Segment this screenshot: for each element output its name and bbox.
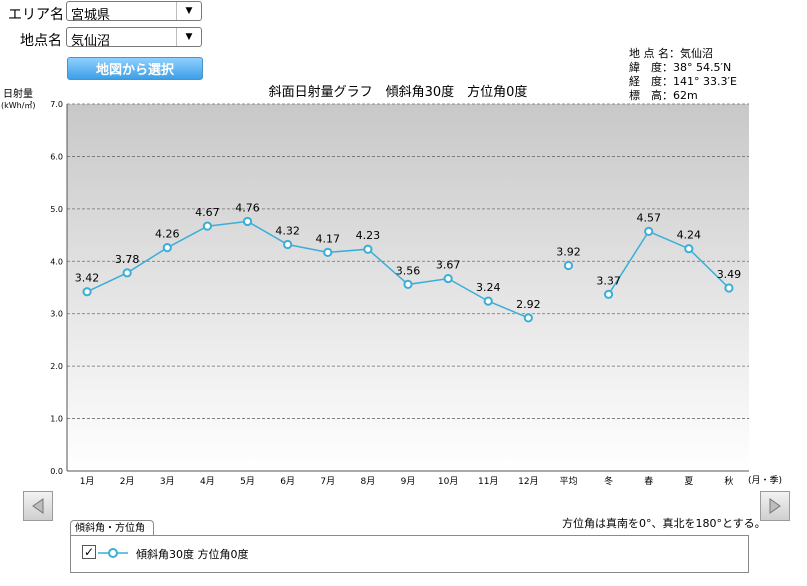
data-point bbox=[563, 260, 574, 271]
data-point bbox=[523, 313, 533, 323]
x-tick-label: 冬 bbox=[604, 475, 613, 487]
x-tick-label: 2月 bbox=[120, 476, 135, 487]
y-tick-label: 1.0 bbox=[50, 415, 63, 424]
y-axis-title: 日射量 bbox=[3, 88, 33, 100]
y-tick-label: 2.0 bbox=[50, 362, 63, 371]
x-tick-label: 平均 bbox=[559, 475, 577, 487]
data-label: 4.26 bbox=[155, 228, 180, 241]
x-tick-label: 3月 bbox=[160, 476, 175, 487]
data-label: 3.56 bbox=[396, 264, 421, 277]
data-label: 4.57 bbox=[636, 211, 661, 224]
data-label: 4.32 bbox=[275, 225, 300, 238]
legend-panel bbox=[70, 535, 749, 573]
prev-button[interactable] bbox=[23, 491, 53, 521]
chevron-down-icon[interactable]: ▼ bbox=[176, 28, 201, 46]
latitude-value: 38° 54.5′N bbox=[673, 61, 732, 74]
data-point bbox=[242, 216, 253, 227]
area-select-value: 宮城県 bbox=[71, 8, 111, 23]
x-axis-unit: (月・季) bbox=[748, 474, 782, 486]
data-label: 2.92 bbox=[516, 298, 541, 311]
data-point bbox=[483, 296, 493, 306]
altitude-value: 62m bbox=[673, 89, 698, 102]
chevron-down-icon[interactable]: ▼ bbox=[176, 2, 201, 20]
x-tick-label: 1月 bbox=[80, 476, 95, 487]
location-name-value: 気仙沼 bbox=[680, 47, 713, 60]
altitude-label: 標 高 bbox=[629, 89, 662, 102]
point-label: 地点名 bbox=[20, 33, 62, 49]
legend-tab[interactable]: 傾斜角・方位角 bbox=[70, 520, 154, 536]
longitude-label: 経 度 bbox=[629, 75, 662, 88]
x-tick-label: 6月 bbox=[280, 476, 295, 487]
data-label: 3.42 bbox=[75, 272, 100, 285]
data-point bbox=[684, 244, 694, 254]
x-tick-label: 秋 bbox=[724, 475, 733, 487]
triangle-right-icon bbox=[769, 498, 781, 514]
y-tick-label: 0.0 bbox=[50, 467, 63, 476]
data-point bbox=[122, 268, 132, 278]
next-button[interactable] bbox=[760, 491, 790, 521]
x-tick-label: 10月 bbox=[438, 476, 458, 487]
data-point bbox=[724, 283, 734, 293]
latitude-label: 緯 度 bbox=[629, 61, 662, 74]
y-tick-label: 7.0 bbox=[50, 100, 63, 109]
data-label: 4.76 bbox=[235, 201, 260, 214]
location-latitude: 緯 度：38° 54.5′N bbox=[629, 61, 732, 74]
x-tick-label: 8月 bbox=[361, 476, 376, 487]
series-line bbox=[86, 220, 529, 319]
data-point bbox=[283, 239, 293, 250]
point-select[interactable]: 気仙沼 ▼ bbox=[66, 27, 202, 49]
data-point bbox=[403, 279, 413, 289]
series-line bbox=[607, 230, 730, 295]
select-from-map-button[interactable]: 地図から選択 bbox=[67, 57, 203, 80]
data-point bbox=[323, 247, 333, 257]
y-tick-label: 6.0 bbox=[50, 152, 63, 161]
y-tick-label: 5.0 bbox=[50, 205, 63, 214]
x-tick-label: 春 bbox=[644, 475, 653, 487]
chart-title: 斜面日射量グラフ 傾斜角30度 方位角0度 bbox=[269, 84, 528, 100]
series-checkbox[interactable]: ✓ bbox=[82, 545, 96, 559]
x-tick-label: 11月 bbox=[478, 476, 498, 487]
x-tick-label: 夏 bbox=[684, 476, 693, 487]
triangle-left-icon bbox=[32, 498, 44, 514]
irradiance-chart: 斜面日射量グラフ 傾斜角30度 方位角0度 日射量 (kWh/㎡) (月・季) … bbox=[1, 84, 782, 487]
location-altitude: 標 高：62m bbox=[629, 89, 698, 102]
data-label: 3.78 bbox=[115, 253, 140, 266]
area-label: エリア名 bbox=[8, 7, 64, 23]
data-label: 4.24 bbox=[677, 229, 702, 242]
x-tick-label: 12月 bbox=[518, 476, 538, 487]
data-point bbox=[443, 273, 453, 284]
data-label: 4.17 bbox=[316, 232, 341, 245]
data-point bbox=[644, 226, 654, 237]
data-point bbox=[603, 289, 614, 299]
data-label: 3.49 bbox=[717, 268, 742, 281]
data-point bbox=[363, 244, 373, 254]
x-tick-label: 5月 bbox=[240, 476, 255, 487]
data-label: 3.24 bbox=[476, 281, 501, 294]
series-legend-marker-icon bbox=[98, 548, 128, 558]
series-legend-label: 傾斜角30度 方位角0度 bbox=[136, 548, 249, 561]
x-tick-label: 4月 bbox=[200, 476, 215, 487]
data-point bbox=[202, 221, 213, 231]
azimuth-note: 方位角は真南を0°、真北を180°とする。 bbox=[562, 517, 766, 530]
location-name: 地 点 名：気仙沼 bbox=[629, 47, 713, 60]
data-label: 3.92 bbox=[556, 245, 581, 258]
x-tick-label: 9月 bbox=[401, 476, 416, 487]
data-label: 4.67 bbox=[195, 206, 220, 219]
y-axis-unit: (kWh/㎡) bbox=[1, 101, 36, 110]
data-point bbox=[82, 287, 92, 297]
data-label: 3.67 bbox=[436, 259, 461, 272]
y-tick-label: 4.0 bbox=[50, 257, 63, 266]
data-label: 4.23 bbox=[356, 229, 381, 242]
location-longitude: 経 度：141° 33.3′E bbox=[629, 75, 737, 88]
data-point bbox=[162, 243, 172, 253]
point-select-value: 気仙沼 bbox=[71, 34, 111, 49]
location-name-label: 地 点 名 bbox=[629, 47, 669, 60]
y-tick-label: 3.0 bbox=[50, 310, 63, 319]
x-tick-label: 7月 bbox=[320, 476, 335, 487]
longitude-value: 141° 33.3′E bbox=[673, 75, 737, 88]
area-select[interactable]: 宮城県 ▼ bbox=[66, 1, 202, 23]
data-label: 3.37 bbox=[596, 274, 621, 287]
